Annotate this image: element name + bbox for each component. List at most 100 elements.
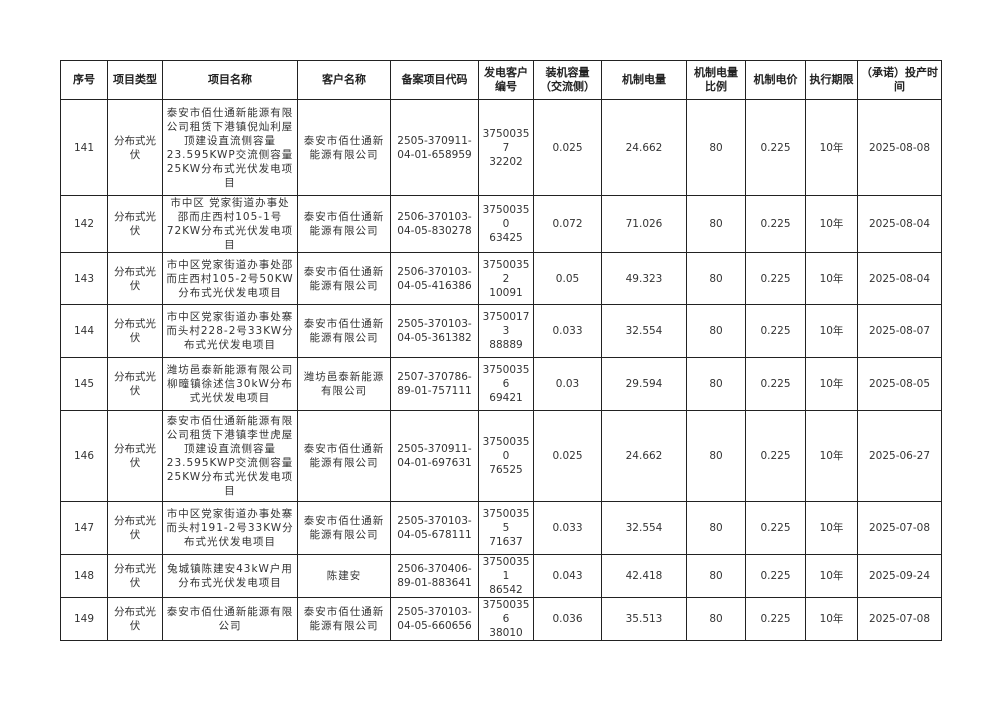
cell-customer-name: 泰安市佰仕通新能源有限公司 (297, 99, 391, 196)
cell-row-number: 147 (60, 501, 108, 555)
cell-project-name: 市中区党家街道办事处寨而头村228-2号33KW分布式光伏发电项目 (162, 304, 298, 358)
cell-capacity: 0.043 (533, 554, 602, 598)
cell-row-number: 148 (60, 554, 108, 598)
cell-row-number: 149 (60, 597, 108, 641)
cell-mechanism-energy: 24.662 (601, 99, 687, 196)
cell-filing-code: 2505-370103- 04-05-660656 (390, 597, 479, 641)
cell-project-name: 市中区 党家街道办事处邵而庄西村105-1号72KW分布式光伏发电项目 (162, 195, 298, 253)
cell-commission-date: 2025-07-08 (857, 501, 942, 555)
cell-project-type: 分布式光伏 (107, 597, 163, 641)
cell-customer-number: 37500356 69421 (478, 357, 534, 411)
cell-customer-name: 潍坊邑泰新能源有限公司 (297, 357, 391, 411)
cell-mechanism-energy: 29.594 (601, 357, 687, 411)
cell-project-name: 泰安市佰仕通新能源有限公司租赁下港镇李世虎屋顶建设直流侧容量23.595KWP交… (162, 410, 298, 502)
header-mechanism-energy: 机制电量 (601, 60, 687, 100)
table-row: 144 分布式光伏 市中区党家街道办事处寨而头村228-2号33KW分布式光伏发电项… (60, 304, 942, 358)
cell-mechanism-price: 0.225 (745, 304, 806, 358)
table-row: 141 分布式光伏 泰安市佰仕通新能源有限公司租赁下港镇倪灿利屋顶建设直流侧容量23… (60, 99, 942, 196)
cell-term: 10年 (805, 410, 858, 502)
cell-mechanism-price: 0.225 (745, 410, 806, 502)
cell-commission-date: 2025-08-04 (857, 252, 942, 305)
header-row: 序号 项目类型 项目名称 客户名称 备案项目代码 发电客户编号 装机容量（交流侧） 机制电量机… (60, 60, 942, 100)
cell-row-number: 142 (60, 195, 108, 253)
cell-term: 10年 (805, 195, 858, 253)
cell-mechanism-price: 0.225 (745, 554, 806, 598)
cell-commission-date: 2025-07-08 (857, 597, 942, 641)
cell-mechanism-energy: 49.323 (601, 252, 687, 305)
cell-filing-code: 2506-370406- 89-01-883641 (390, 554, 479, 598)
cell-project-type: 分布式光伏 (107, 554, 163, 598)
header-energy-ratio: 机制电量比例 (686, 60, 746, 100)
header-customer-name: 客户名称 (297, 60, 391, 100)
cell-project-type: 分布式光伏 (107, 357, 163, 411)
table-row: 143 分布式光伏 市中区党家街道办事处邵而庄西村105-2号50KW分布式光伏发电… (60, 252, 942, 305)
cell-customer-name: 泰安市佰仕通新能源有限公司 (297, 252, 391, 305)
cell-energy-ratio: 80 (686, 195, 746, 253)
cell-filing-code: 2505-370103- 04-05-361382 (390, 304, 479, 358)
header-commission-date: （承诺）投产时间 (857, 60, 942, 100)
cell-mechanism-price: 0.225 (745, 195, 806, 253)
header-term: 执行期限 (805, 60, 858, 100)
cell-customer-name: 泰安市佰仕通新能源有限公司 (297, 410, 391, 502)
cell-energy-ratio: 80 (686, 501, 746, 555)
cell-energy-ratio: 80 (686, 410, 746, 502)
table-row: 147 分布式光伏 市中区党家街道办事处寨而头村191-2号33KW分布式光伏发电项… (60, 501, 942, 555)
cell-capacity: 0.025 (533, 410, 602, 502)
cell-capacity: 0.025 (533, 99, 602, 196)
header-project-type: 项目类型 (107, 60, 163, 100)
cell-capacity: 0.072 (533, 195, 602, 253)
cell-energy-ratio: 80 (686, 252, 746, 305)
cell-mechanism-price: 0.225 (745, 252, 806, 305)
cell-commission-date: 2025-08-04 (857, 195, 942, 253)
cell-project-name: 潍坊邑泰新能源有限公司柳疃镇徐述信30kW分布式光伏发电项目 (162, 357, 298, 411)
cell-capacity: 0.036 (533, 597, 602, 641)
cell-term: 10年 (805, 554, 858, 598)
cell-filing-code: 2507-370786- 89-01-757111 (390, 357, 479, 411)
cell-customer-name: 泰安市佰仕通新能源有限公司 (297, 501, 391, 555)
cell-mechanism-price: 0.225 (745, 357, 806, 411)
cell-row-number: 145 (60, 357, 108, 411)
cell-term: 10年 (805, 304, 858, 358)
cell-customer-number: 37500356 38010 (478, 597, 534, 641)
project-table: 序号 项目类型 项目名称 客户名称 备案项目代码 发电客户编号 装机容量（交流侧） 机制电量机… (60, 60, 942, 641)
cell-project-type: 分布式光伏 (107, 195, 163, 253)
cell-customer-number: 37500173 88889 (478, 304, 534, 358)
cell-mechanism-energy: 42.418 (601, 554, 687, 598)
cell-filing-code: 2505-370911- 04-01-697631 (390, 410, 479, 502)
cell-project-type: 分布式光伏 (107, 99, 163, 196)
cell-project-name: 泰安市佰仕通新能源有限公司租赁下港镇倪灿利屋顶建设直流侧容量23.595KWP交… (162, 99, 298, 196)
cell-row-number: 143 (60, 252, 108, 305)
cell-project-name: 市中区党家街道办事处寨而头村191-2号33KW分布式光伏发电项目 (162, 501, 298, 555)
table-row: 148 分布式光伏 兔城镇陈建安43kW户用分布式光伏发电项目 陈建安 2506-370… (60, 554, 942, 598)
cell-project-type: 分布式光伏 (107, 410, 163, 502)
cell-row-number: 146 (60, 410, 108, 502)
cell-project-name: 泰安市佰仕通新能源有限公司 (162, 597, 298, 641)
cell-filing-code: 2505-370103- 04-05-678111 (390, 501, 479, 555)
cell-energy-ratio: 80 (686, 304, 746, 358)
cell-term: 10年 (805, 597, 858, 641)
cell-capacity: 0.03 (533, 357, 602, 411)
cell-commission-date: 2025-09-24 (857, 554, 942, 598)
cell-mechanism-price: 0.225 (745, 99, 806, 196)
cell-project-name: 兔城镇陈建安43kW户用分布式光伏发电项目 (162, 554, 298, 598)
cell-capacity: 0.033 (533, 304, 602, 358)
cell-capacity: 0.05 (533, 252, 602, 305)
header-customer-number: 发电客户编号 (478, 60, 534, 100)
cell-filing-code: 2505-370911- 04-01-658959 (390, 99, 479, 196)
cell-customer-number: 37500352 10091 (478, 252, 534, 305)
cell-customer-name: 泰安市佰仕通新能源有限公司 (297, 597, 391, 641)
cell-customer-number: 37500350 76525 (478, 410, 534, 502)
cell-customer-number: 37500350 63425 (478, 195, 534, 253)
cell-mechanism-energy: 71.026 (601, 195, 687, 253)
cell-customer-name: 泰安市佰仕通新能源有限公司 (297, 195, 391, 253)
cell-mechanism-price: 0.225 (745, 501, 806, 555)
header-filing-code: 备案项目代码 (390, 60, 479, 100)
table-row: 146 分布式光伏 泰安市佰仕通新能源有限公司租赁下港镇李世虎屋顶建设直流侧容量23… (60, 410, 942, 502)
cell-customer-number: 37500357 32202 (478, 99, 534, 196)
cell-filing-code: 2506-370103- 04-05-830278 (390, 195, 479, 253)
cell-mechanism-price: 0.225 (745, 597, 806, 641)
table-row: 149 分布式光伏 泰安市佰仕通新能源有限公司 泰安市佰仕通新能源有限公司 2505-3… (60, 597, 942, 641)
cell-energy-ratio: 80 (686, 554, 746, 598)
cell-commission-date: 2025-08-07 (857, 304, 942, 358)
cell-energy-ratio: 80 (686, 99, 746, 196)
